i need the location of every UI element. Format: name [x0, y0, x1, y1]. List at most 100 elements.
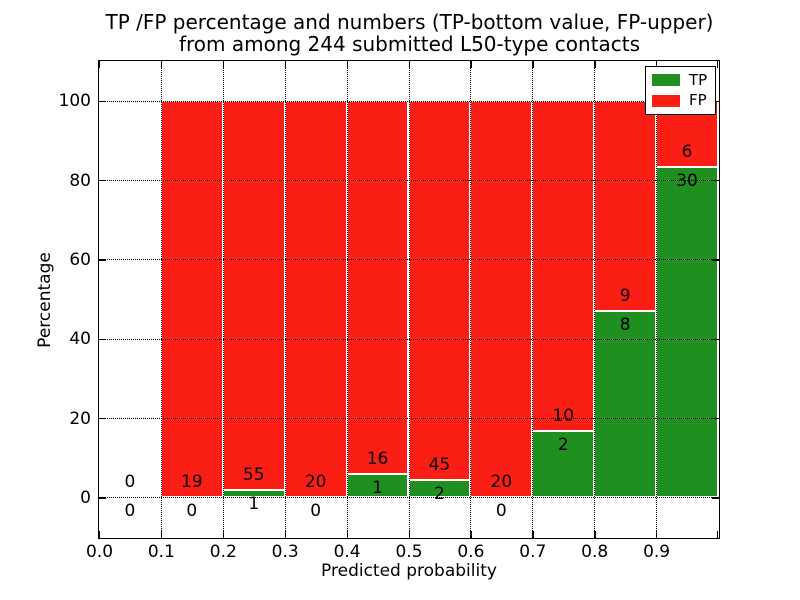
bar-segment-tp — [656, 166, 718, 498]
fp-count-label: 19 — [181, 472, 203, 493]
legend: TP FP — [645, 66, 716, 115]
bar-segment-fp — [284, 100, 347, 498]
x-tick-label: 0.1 — [147, 542, 175, 562]
x-tick-mark — [160, 61, 163, 68]
h-gridline — [99, 259, 718, 261]
legend-swatch-tp — [652, 74, 680, 87]
bar-segment-fp — [222, 100, 285, 491]
x-tick-label: 0.9 — [643, 542, 671, 562]
h-gridline — [99, 418, 718, 419]
v-gridline — [532, 61, 534, 537]
bar-segment-fp — [160, 100, 223, 498]
y-tick-label: 0 — [80, 487, 91, 508]
y-tick-mark — [712, 338, 719, 341]
h-gridline — [99, 338, 718, 340]
h-gridline — [99, 180, 718, 181]
x-tick-mark — [222, 61, 225, 68]
x-tick-mark — [284, 61, 287, 68]
fp-count-label: 6 — [681, 141, 693, 162]
y-tick-mark — [99, 100, 106, 103]
x-tick-mark — [594, 61, 596, 68]
tp-count-label: 0 — [124, 501, 136, 522]
fp-count-label: 55 — [242, 465, 265, 486]
x-tick-mark — [656, 531, 658, 538]
x-tick-label: 0.8 — [581, 542, 609, 562]
y-tick-mark — [99, 338, 106, 341]
x-tick-mark — [346, 61, 348, 68]
plot-area: 0 0 19 0 55 1 20 0 16 1 45 2 20 0 10 2 9 8 6 30 — [98, 60, 720, 539]
x-tick-mark — [594, 531, 596, 538]
bar-segment-fp — [346, 100, 409, 474]
x-tick-mark — [656, 61, 658, 68]
x-tick-label: 0.7 — [519, 542, 547, 562]
x-axis-title: Predicted probability — [321, 561, 497, 581]
x-tick-mark — [532, 531, 534, 538]
x-tick-mark — [717, 61, 719, 68]
fp-count-label: 45 — [428, 455, 451, 476]
y-tick-label: 40 — [69, 329, 91, 350]
y-tick-mark — [99, 259, 106, 261]
x-tick-label: 0.5 — [395, 542, 423, 562]
x-tick-mark — [99, 531, 101, 538]
y-tick-label: 100 — [58, 91, 91, 112]
y-tick-mark — [712, 418, 719, 420]
legend-entry-tp: TP — [652, 70, 709, 89]
x-tick-mark — [408, 531, 410, 538]
v-gridline — [160, 61, 162, 537]
x-tick-label: 0.2 — [209, 542, 237, 562]
legend-swatch-fp — [652, 94, 680, 107]
x-tick-label: 0.4 — [333, 542, 361, 562]
x-tick-mark — [717, 531, 719, 538]
chart-title: TP /FP percentage and numbers (TP-bottom… — [99, 11, 720, 55]
y-tick-label: 60 — [69, 249, 91, 270]
bar-segment-fp — [594, 100, 657, 311]
tp-count-label: 1 — [372, 478, 383, 498]
x-tick-mark — [346, 531, 348, 538]
x-tick-mark — [284, 531, 287, 538]
fp-count-label: 20 — [490, 472, 513, 493]
v-gridline — [346, 61, 348, 537]
legend-label-tp: TP — [689, 70, 708, 89]
y-tick-mark — [99, 180, 106, 182]
fp-count-label: 10 — [552, 406, 575, 427]
h-gridline — [99, 497, 718, 499]
x-tick-label: 0.6 — [457, 542, 485, 562]
x-tick-mark — [408, 61, 410, 68]
chart-title-line2: from among 244 submitted L50-type contac… — [178, 32, 641, 56]
tp-count-label: 2 — [557, 435, 569, 456]
plot-canvas: 0 0 19 0 55 1 20 0 16 1 45 2 20 0 10 2 9 8 6 30 — [99, 61, 719, 538]
legend-label-fp: FP — [689, 91, 707, 110]
tp-count-label: 0 — [310, 501, 322, 522]
fp-count-label: 9 — [619, 285, 631, 306]
bar-segment-tp — [594, 310, 657, 498]
chart-title-line1: TP /FP percentage and numbers (TP-bottom… — [105, 10, 714, 34]
bar-segment-fp — [470, 100, 533, 498]
x-tick-mark — [532, 61, 534, 68]
fp-count-label: 20 — [304, 472, 327, 493]
h-gridline — [99, 100, 718, 102]
x-tick-mark — [222, 531, 225, 538]
fp-count-label: 16 — [366, 449, 389, 469]
tp-count-label: 0 — [495, 501, 507, 522]
y-tick-mark — [712, 259, 719, 261]
y-tick-label: 80 — [69, 170, 91, 191]
bar-segment-fp — [532, 100, 595, 432]
v-gridline — [656, 61, 658, 537]
x-tick-mark — [160, 531, 163, 538]
bar-segment-tp — [532, 431, 595, 498]
x-tick-mark — [470, 61, 472, 68]
legend-entry-fp: FP — [652, 93, 709, 108]
x-tick-label: 0.3 — [271, 542, 299, 562]
v-gridline — [594, 61, 596, 537]
y-axis-title: Percentage — [35, 252, 55, 348]
x-tick-mark — [99, 61, 101, 68]
x-tick-label: 0.0 — [85, 542, 114, 562]
y-tick-mark — [712, 180, 719, 182]
tp-count-label: 1 — [248, 494, 260, 515]
v-gridline — [408, 61, 410, 537]
y-tick-mark — [712, 497, 719, 499]
x-tick-mark — [470, 531, 472, 538]
tp-count-label: 0 — [186, 501, 198, 522]
tp-count-label: 2 — [434, 484, 445, 505]
